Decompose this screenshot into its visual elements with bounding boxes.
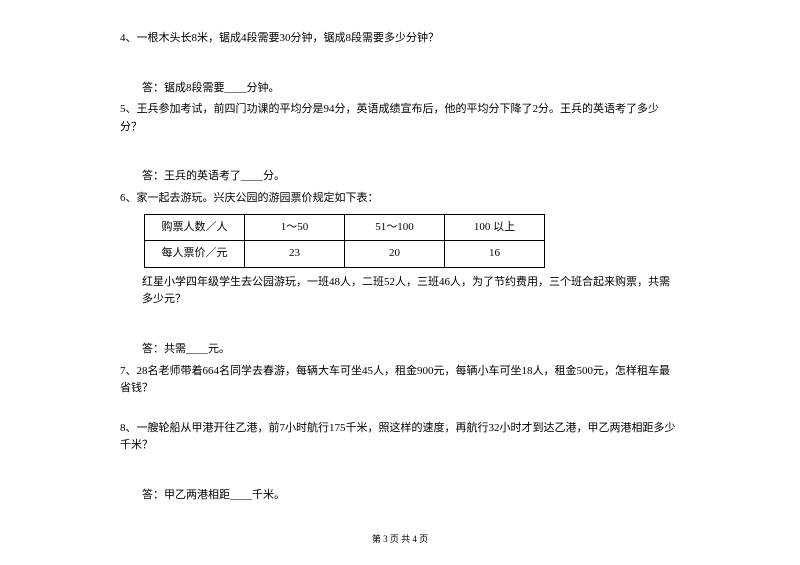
table-cell: 每人票价／元	[145, 241, 245, 268]
question-7: 7、28名老师带着664名同学去春游，每辆大车可坐45人，租金900元，每辆小车…	[120, 363, 680, 398]
answer-8: 答：甲乙两港相距____千米。	[120, 487, 680, 505]
table-cell: 100 以上	[445, 214, 545, 241]
question-8: 8、一艘轮船从甲港开往乙港，前7小时航行175千米，照这样的速度，再航行32小时…	[120, 420, 680, 455]
question-6-desc: 红星小学四年级学生去公园游玩，一班48人，二班52人，三班46人，为了节约费用，…	[142, 274, 680, 309]
table-row: 购票人数／人 1～50 51～100 100 以上	[145, 214, 545, 241]
table-cell: 51～100	[345, 214, 445, 241]
table-cell: 购票人数／人	[145, 214, 245, 241]
table-row: 每人票价／元 23 20 16	[145, 241, 545, 268]
table-cell: 1～50	[245, 214, 345, 241]
table-cell: 23	[245, 241, 345, 268]
answer-6: 答：共需____元。	[120, 341, 680, 359]
table-cell: 20	[345, 241, 445, 268]
question-6: 6、家一起去游玩。兴庆公园的游园票价规定如下表：	[120, 190, 680, 208]
answer-5: 答：王兵的英语考了____分。	[120, 168, 680, 186]
table-cell: 16	[445, 241, 545, 268]
document-page: 4、一根木头长8米，锯成4段需要30分钟，锯成8段需要多少分钟？ 答：锯成8段需…	[0, 0, 800, 505]
price-table: 购票人数／人 1～50 51～100 100 以上 每人票价／元 23 20 1…	[144, 214, 545, 268]
question-5: 5、王兵参加考试，前四门功课的平均分是94分，英语成绩宣布后，他的平均分下降了2…	[120, 101, 680, 136]
page-footer: 第 3 页 共 4 页	[0, 532, 800, 545]
question-4: 4、一根木头长8米，锯成4段需要30分钟，锯成8段需要多少分钟？	[120, 30, 680, 48]
answer-4: 答：锯成8段需要____分钟。	[120, 80, 680, 98]
